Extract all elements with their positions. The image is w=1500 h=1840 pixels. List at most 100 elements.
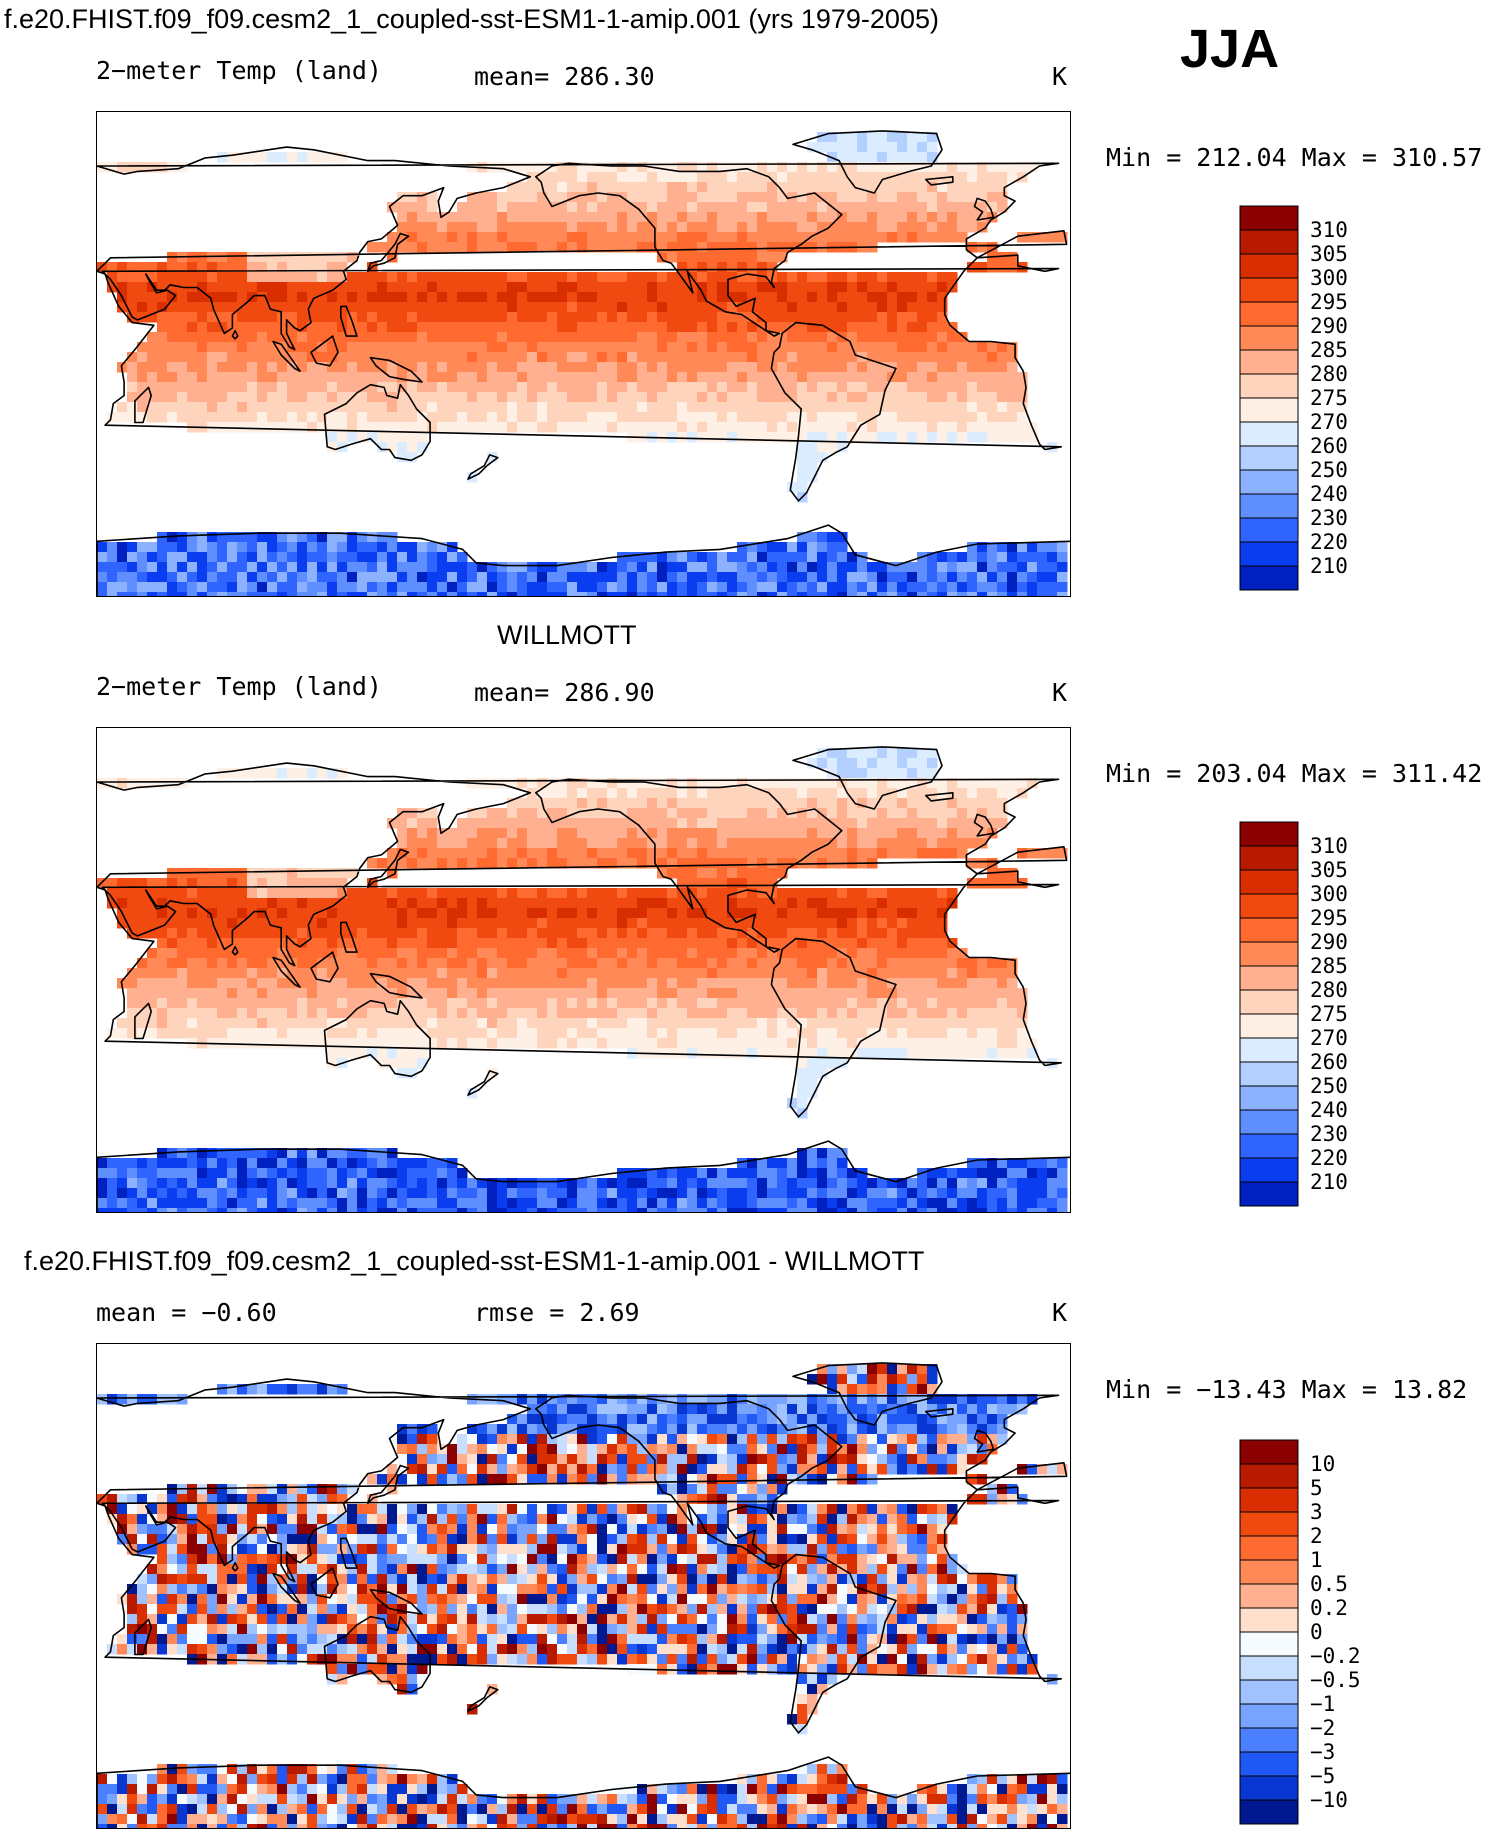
colorbar-box: [1239, 1631, 1299, 1657]
panel1-units: K: [1052, 62, 1068, 91]
colorbar-box: [1239, 253, 1299, 279]
colorbar-box: [1239, 493, 1299, 519]
colorbar-box: [1239, 1109, 1299, 1135]
panel1-variable: 2−meter Temp (land): [96, 56, 382, 85]
panel2-heading: WILLMOTT: [497, 620, 637, 650]
colorbar-tick-label: 230: [1310, 506, 1348, 530]
colorbar-box: [1239, 1085, 1299, 1111]
coastline-samerica: [770, 1553, 897, 1734]
figure-title: f.e20.FHIST.f09_f09.cesm2_1_coupled-sst-…: [4, 4, 939, 34]
colorbar-tick-label: 230: [1310, 1122, 1348, 1146]
coastline-srilanka: [231, 1561, 239, 1572]
coastline-madagascar: [134, 386, 153, 424]
colorbar-tick-label: 3: [1310, 1500, 1323, 1524]
coastline-philippines: [340, 1537, 358, 1569]
coastline-japan: [366, 848, 410, 889]
coastline-srilanka: [231, 945, 239, 956]
colorbar-tick-label: 300: [1310, 266, 1348, 290]
colorbar-box: [1239, 1463, 1299, 1489]
colorbar-tick-label: 290: [1310, 930, 1348, 954]
colorbar-box: [1239, 1703, 1299, 1729]
colorbar-tick-label: −0.2: [1310, 1644, 1361, 1668]
colorbar-tick-label: 260: [1310, 434, 1348, 458]
coastline-japan: [366, 232, 410, 273]
coastline-newguinea: [369, 1588, 423, 1615]
coastline-africa: [101, 870, 1063, 1067]
panel3-map-plot: [97, 1362, 1070, 1828]
panel2-map-plot: [97, 746, 1070, 1212]
colorbar-box: [1239, 869, 1299, 895]
panel1-mean: mean= 286.30: [474, 62, 655, 91]
colorbar-box: [1239, 397, 1299, 423]
coastline-borneo: [310, 1567, 339, 1599]
coastline-africa: [101, 1486, 1063, 1683]
colorbar-box: [1239, 1655, 1299, 1681]
coastline-australia: [323, 1615, 431, 1694]
coastline-newguinea: [369, 972, 423, 999]
panel3-colorbar: 10 5 3 2 1 0.5 0.2 0 −0.2 −0.5 −1 −2 −3 −5 −10: [1239, 1438, 1440, 1825]
coastline-japan: [366, 1464, 410, 1505]
coastline-iceland: [924, 176, 954, 186]
colorbar-box: [1239, 301, 1299, 327]
panel2-minmax: Min = 203.04 Max = 311.42: [1106, 759, 1483, 788]
colorbar-tick-label: 210: [1310, 554, 1348, 578]
coastline-eurasia: [97, 762, 1068, 967]
colorbar-box: [1239, 941, 1299, 967]
coastline-sumatra: [272, 1572, 301, 1605]
panel3-units: K: [1052, 1298, 1068, 1327]
colorbar-box: [1239, 421, 1299, 447]
coastline-borneo: [310, 335, 339, 367]
panel3-map: [96, 1343, 1071, 1829]
colorbar-box: [1239, 1439, 1299, 1465]
colorbar-tick-label: 2: [1310, 1524, 1323, 1548]
panel3-mean: mean = −0.60: [96, 1298, 277, 1327]
colorbar-tick-label: 10: [1310, 1452, 1335, 1476]
coastline-eurasia: [97, 1378, 1068, 1583]
coastline-greenland: [792, 746, 943, 810]
colorbar-tick-label: 310: [1310, 218, 1348, 242]
coastline-borneo: [310, 951, 339, 983]
coastline-australia: [323, 383, 431, 462]
colorbar-box: [1239, 565, 1299, 591]
coastline-greenland: [792, 1362, 943, 1426]
colorbar-box: [1239, 205, 1299, 231]
coastline-iceland: [924, 792, 954, 802]
colorbar-tick-label: 240: [1310, 482, 1348, 506]
colorbar-box: [1239, 845, 1299, 871]
panel1-colorbar: 310 305 300 295 290 285 280 275 270 260 250 240 230 2…: [1239, 204, 1440, 591]
colorbar-box: [1239, 1511, 1299, 1537]
coastline-samerica: [770, 937, 897, 1118]
colorbar-tick-label: 5: [1310, 1476, 1323, 1500]
coastline-antarctica: [97, 524, 1070, 596]
colorbar-box: [1239, 349, 1299, 375]
colorbar-box: [1239, 989, 1299, 1015]
colorbar-tick-label: 275: [1310, 1002, 1348, 1026]
panel2-mean: mean= 286.90: [474, 678, 655, 707]
colorbar-box: [1239, 917, 1299, 943]
coastline-namerica: [534, 162, 843, 337]
colorbar-box: [1239, 541, 1299, 567]
colorbar-tick-label: 295: [1310, 906, 1348, 930]
colorbar-box: [1239, 1751, 1299, 1777]
map-field: [97, 1364, 1068, 1828]
colorbar-tick-label: 1: [1310, 1548, 1323, 1572]
colorbar-tick-label: 250: [1310, 1074, 1348, 1098]
coastline-namerica: [534, 778, 843, 953]
coastline-antarctica: [97, 1756, 1070, 1828]
coastline-sumatra: [272, 956, 301, 989]
colorbar-box: [1239, 445, 1299, 471]
colorbar-box: [1239, 1013, 1299, 1039]
colorbar-box: [1239, 1583, 1299, 1609]
coastline-australia: [323, 999, 431, 1078]
colorbar-box: [1239, 1799, 1299, 1825]
coastline-nz: [467, 1686, 499, 1713]
colorbar-box: [1239, 373, 1299, 399]
map-field: [97, 748, 1068, 1212]
colorbar-box: [1239, 1535, 1299, 1561]
coastline-africa: [101, 254, 1063, 451]
coastline-madagascar: [134, 1618, 153, 1656]
colorbar-tick-label: 0.5: [1310, 1572, 1348, 1596]
coastline-nz: [467, 454, 499, 481]
colorbar-box: [1239, 1679, 1299, 1705]
